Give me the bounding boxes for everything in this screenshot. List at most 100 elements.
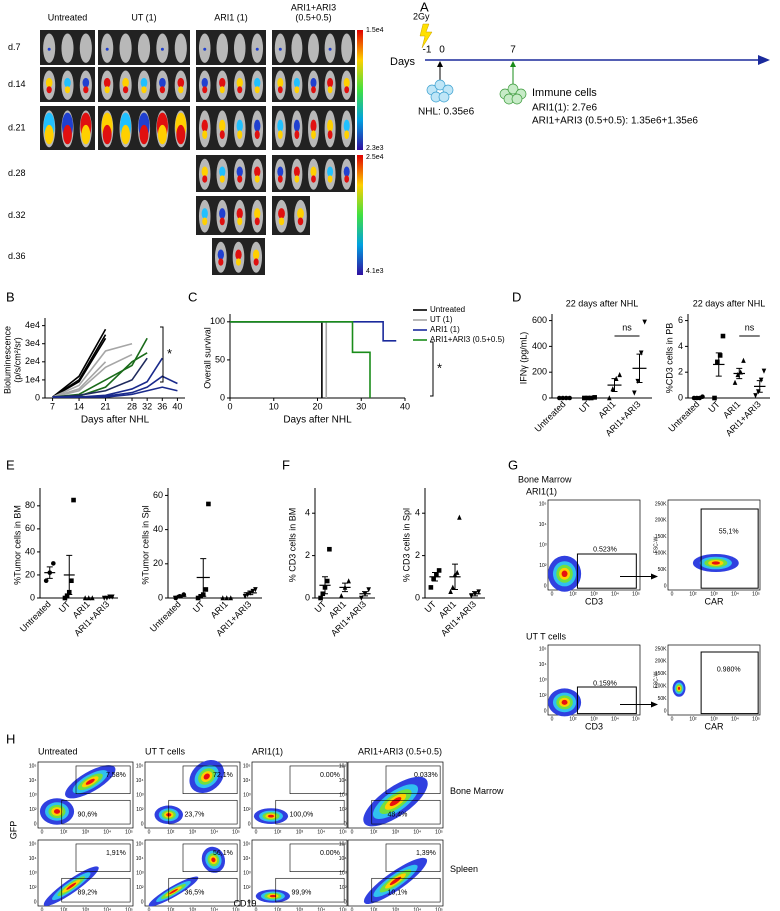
data-point [51, 561, 56, 566]
flow-y-tick: 10⁴ [539, 522, 547, 528]
mouse [291, 33, 303, 63]
signal [254, 166, 261, 177]
immune-cell [511, 93, 523, 105]
error-bar [66, 554, 73, 596]
signal [81, 124, 91, 145]
row-label: Bone Marrow [450, 786, 504, 796]
data-point [753, 393, 758, 399]
signal [121, 124, 131, 145]
signal [311, 86, 316, 94]
x-tick-label: 32 [142, 401, 152, 411]
error-bar [322, 576, 328, 595]
error-bar [432, 572, 438, 582]
flow-y-tick: 0 [544, 708, 547, 714]
cell-density [269, 894, 276, 898]
mouse [137, 33, 151, 63]
data-point [592, 395, 597, 400]
x-tick-label: UT [706, 399, 722, 415]
flow-y-tick: 0 [344, 899, 347, 905]
signal [202, 130, 208, 140]
data-point [206, 501, 211, 507]
y-tick-label: 40 [153, 524, 163, 534]
gate-percent: 89,2% [77, 890, 97, 897]
x-tick-label: 20 [312, 401, 322, 411]
flow-x-tick: 10⁴ [413, 907, 421, 911]
error-bar [756, 380, 763, 393]
flow-y-tick: 50K [658, 696, 668, 702]
row-label: d.21 [8, 122, 26, 132]
x-tick-label: Untreated [533, 399, 568, 434]
gate [61, 799, 131, 825]
y-tick-label: 2e4 [25, 356, 40, 366]
gate [385, 765, 441, 794]
cell-density [561, 699, 568, 705]
flow-x-tick: 10² [689, 591, 697, 597]
flow-x-tick: 10⁴ [103, 829, 111, 835]
data-point [448, 588, 453, 594]
signal [235, 249, 242, 260]
y-axis-label: % CD3 cells in Spl [401, 508, 411, 582]
signal [235, 258, 242, 266]
flow-y-tick: 0 [664, 583, 667, 589]
flow-y-tick: 0 [141, 899, 144, 905]
gate-percent: 72,1% [213, 772, 233, 779]
flow-y-tick: 10⁴ [29, 778, 37, 784]
data-point [632, 390, 637, 396]
x-tick-label: UT [423, 599, 439, 615]
x-tick-label: ARI1 [596, 399, 617, 420]
gate [371, 799, 441, 825]
signal [219, 119, 226, 132]
flow-y-tick: 0 [344, 821, 347, 827]
flow-x-tick: 0 [148, 829, 151, 835]
flow-y-tick: 10² [339, 885, 347, 891]
flow-y-tick: 10² [539, 563, 547, 569]
flow-y-tick: 200K [655, 659, 667, 665]
colorbar-label: 2.5e4 [366, 154, 384, 161]
x-tick-label: 40 [172, 401, 182, 411]
x-tick-label: 14 [74, 401, 84, 411]
signal [47, 47, 51, 51]
cell-density [389, 797, 402, 807]
data-point [434, 572, 439, 577]
flow-x-tick: 10⁴ [611, 716, 619, 722]
data-point [324, 578, 330, 584]
signal [327, 130, 333, 140]
signal [343, 166, 350, 177]
arrowhead [651, 701, 658, 708]
flow-x-tick: 10³ [82, 907, 90, 911]
flow-x-tick: 10³ [710, 591, 718, 597]
flow-y-tick: 0 [34, 821, 37, 827]
flow-x-tick: 10³ [392, 829, 400, 835]
x-axis-label: CAR [704, 721, 724, 731]
signal [343, 77, 350, 88]
data-point [428, 585, 434, 590]
data-point [715, 359, 720, 365]
data-point [339, 593, 344, 599]
gate [275, 877, 345, 903]
data-point [607, 395, 612, 401]
x-axis-label: CD3 [585, 596, 603, 606]
mouse [79, 33, 92, 63]
error-bar [636, 353, 643, 384]
flow-y-tick: 10² [136, 885, 144, 891]
signal [236, 208, 243, 220]
flow-x-tick: 10³ [392, 907, 400, 911]
y-tick-label: 0 [35, 392, 40, 402]
signal [277, 130, 283, 140]
signal [236, 77, 243, 88]
flow-y-tick: 10⁵ [339, 841, 347, 847]
signal [122, 86, 129, 94]
signal [219, 77, 226, 88]
data-point [318, 595, 323, 601]
data-point [454, 569, 460, 575]
x-tick-label: UT [191, 599, 207, 615]
x-tick-label: 36 [157, 401, 167, 411]
y-tick-label: 50 [215, 354, 225, 364]
gate-percent: 0.033% [414, 772, 438, 779]
y-axis-label: FSC-W [653, 537, 659, 554]
flow-x-tick: 10⁴ [731, 591, 739, 597]
flow-x-tick: 10² [569, 716, 577, 722]
significance-bracket [430, 341, 434, 397]
flow-x-tick: 10² [569, 591, 577, 597]
